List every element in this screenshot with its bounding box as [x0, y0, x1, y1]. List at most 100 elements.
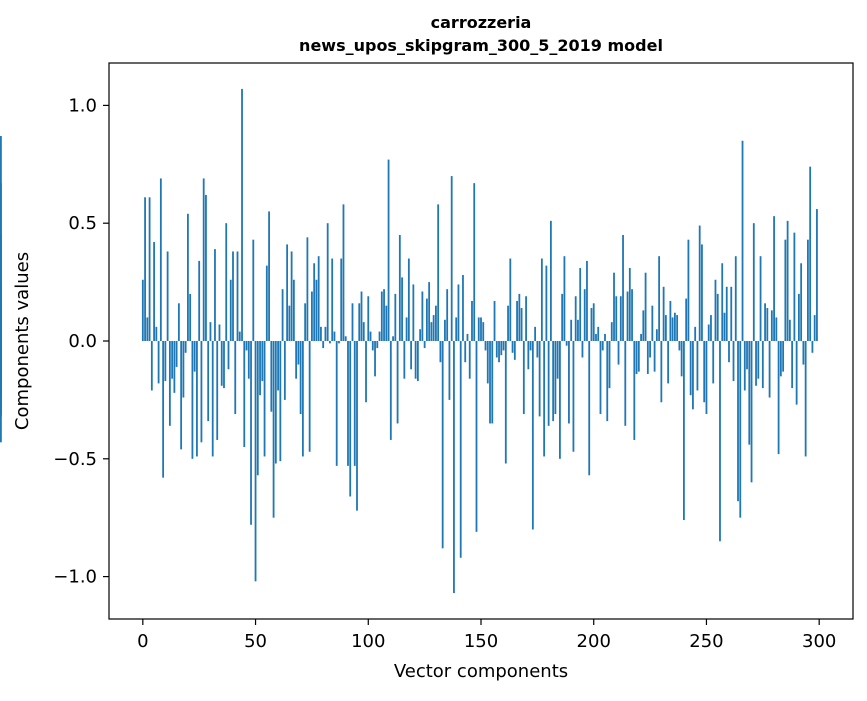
- bar: [477, 317, 480, 341]
- bar: [407, 258, 410, 341]
- bar: [786, 220, 789, 341]
- bar: [658, 256, 661, 341]
- bar: [335, 341, 338, 466]
- bar: [795, 341, 798, 405]
- bar: [211, 341, 214, 457]
- x-tick-label: 250: [689, 631, 723, 652]
- bar: [667, 341, 670, 384]
- bar: [164, 341, 167, 382]
- bar: [777, 341, 780, 455]
- bar: [563, 256, 566, 341]
- x-tick-label: 0: [137, 631, 148, 652]
- bar: [464, 341, 467, 363]
- bar: [286, 244, 289, 341]
- bar: [527, 341, 530, 370]
- bar: [329, 341, 331, 344]
- bar: [714, 279, 717, 341]
- bar: [768, 341, 771, 398]
- bar: [671, 317, 674, 341]
- bar: [507, 305, 509, 341]
- bar: [804, 341, 807, 457]
- bar: [495, 341, 498, 358]
- bar: [398, 234, 401, 341]
- bar: [701, 244, 703, 341]
- bar: [180, 341, 183, 450]
- bar: [813, 315, 816, 341]
- bar: [809, 166, 812, 341]
- bar: [394, 293, 397, 341]
- bar: [214, 249, 216, 341]
- bar: [455, 317, 458, 341]
- bar: [448, 341, 451, 400]
- bar: [640, 333, 642, 341]
- bar: [263, 341, 266, 457]
- bar: [750, 341, 753, 483]
- bar: [389, 341, 392, 440]
- bar: [254, 341, 257, 582]
- bar: [344, 336, 347, 341]
- bar: [617, 341, 620, 365]
- bar: [561, 293, 564, 341]
- bar: [624, 341, 627, 426]
- bar: [730, 286, 733, 341]
- bar: [444, 319, 446, 341]
- bar: [759, 256, 762, 341]
- bar: [270, 341, 273, 412]
- bar: [148, 197, 151, 341]
- bar: [268, 211, 270, 341]
- bar: [453, 341, 455, 594]
- bar: [232, 251, 234, 341]
- bar: [518, 293, 521, 341]
- bar: [572, 341, 575, 452]
- bar: [595, 333, 597, 341]
- bar: [782, 341, 785, 372]
- bar: [678, 341, 681, 351]
- y-tick-label: 0.5: [68, 213, 97, 234]
- bar: [421, 291, 424, 341]
- bar: [664, 315, 667, 341]
- bar: [637, 341, 640, 372]
- bar: [556, 341, 559, 379]
- bar: [308, 341, 311, 452]
- bar: [626, 291, 629, 341]
- bar: [739, 341, 742, 518]
- bar: [597, 326, 600, 341]
- bar: [353, 341, 356, 466]
- bar: [423, 341, 426, 349]
- bar: [613, 272, 615, 341]
- x-axis-ticks: 0 50 100 150 200 250 300: [137, 619, 836, 652]
- bar: [710, 315, 712, 341]
- bar: [144, 197, 146, 341]
- bar: [0, 341, 2, 382]
- bar: [642, 310, 645, 341]
- bar: [746, 341, 748, 370]
- x-axis-label: Vector components: [394, 661, 568, 682]
- bar: [205, 194, 207, 341]
- bar: [570, 319, 573, 341]
- bar: [601, 341, 604, 351]
- bar: [807, 239, 809, 341]
- bar: [351, 303, 354, 341]
- bar: [615, 296, 618, 341]
- bar: [723, 312, 726, 341]
- bar: [168, 341, 171, 426]
- bar: [773, 216, 775, 341]
- bar: [252, 239, 255, 341]
- bar: [457, 284, 460, 341]
- bar: [175, 341, 178, 367]
- bar: [155, 326, 158, 341]
- bar: [631, 289, 633, 341]
- bar: [198, 260, 201, 341]
- bar: [383, 289, 385, 341]
- bar: [187, 213, 189, 341]
- bar: [227, 341, 230, 370]
- bar: [816, 209, 818, 341]
- bar: [392, 336, 394, 341]
- bar: [439, 341, 442, 363]
- bar: [234, 341, 237, 415]
- bar: [622, 234, 624, 341]
- bar: [646, 341, 649, 374]
- bar: [509, 258, 512, 341]
- bar: [223, 341, 225, 389]
- bar: [797, 293, 800, 341]
